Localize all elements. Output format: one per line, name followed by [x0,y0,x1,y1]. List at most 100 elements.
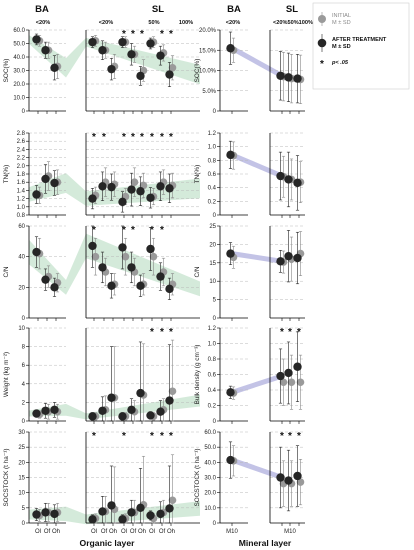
significance-star: * [140,132,144,143]
x-tick-label: Of [159,529,166,535]
point-initial [296,378,305,387]
y-tick-label: 2 [22,400,26,406]
point-after [118,515,127,524]
significance-star: * [280,327,284,338]
subheader-right-ba: <20% [226,20,240,26]
y-tick-label: 8 [22,345,26,351]
x-tick-label: Oh [52,529,60,535]
point-after [32,35,41,44]
y-tick-label: 40 [18,255,25,261]
y-tick-label: 1.0 [208,342,217,348]
point-after [98,263,107,272]
header-ba-right: BA [227,4,241,15]
point-after [88,241,97,251]
significance-star: * [169,431,173,442]
trend-band-0 [29,35,200,85]
point-after [98,507,107,516]
point-after [107,182,116,192]
point-after [41,275,50,284]
point-after [293,178,302,188]
y-tick-label: 0 [22,419,26,425]
y-tick-label: 25 [18,445,25,451]
point-initial [91,252,100,261]
y-axis-label: Bulk density (g cm⁻³) [194,345,201,405]
point-after [284,251,293,261]
y-tick-label: 0.6 [208,373,217,379]
header-ba-left: BA [35,4,49,15]
significance-star: * [150,431,154,442]
point-after [146,411,155,420]
point-initial [168,496,177,505]
significance-star: * [122,29,126,40]
significance-star: * [92,225,96,236]
point-after [41,508,50,517]
x-tick-label: M10 [226,529,238,535]
legend-after-sub: M ± SD [332,44,351,50]
y-tick-label: 60 [18,224,25,230]
y-tick-label: 0 [213,109,217,115]
trend-band-2 [29,233,200,297]
point-after [127,50,136,59]
point-after [276,171,285,181]
point-after [107,64,116,74]
point-after [146,193,155,202]
y-tick-label: 40.0 [13,55,25,61]
subheader-left-ba: <20% [36,20,50,26]
y-axis-label: TN(%) [194,165,201,183]
point-after [88,194,97,203]
point-after [98,406,107,415]
point-after [107,281,116,290]
significance-star: * [169,132,173,143]
point-after [50,509,59,519]
point-after [41,174,50,184]
y-tick-label: 0 [22,109,26,115]
significance-star: * [280,431,284,442]
y-tick-label: 10 [18,326,25,332]
point-after [276,473,285,482]
point-initial [149,252,158,261]
x-tick-label: Oh [109,529,117,535]
y-tick-label: 10.0 [204,506,216,512]
y-tick-label: 1.0 [17,205,26,211]
point-after [32,409,41,418]
point-after [156,51,165,60]
y-tick-label: 60.0 [204,430,216,436]
y-tick-label: 1.0 [208,145,217,151]
legend-initial-marker [318,15,326,23]
point-after [293,471,302,481]
point-after [32,190,41,199]
significance-star: * [102,132,106,143]
y-tick-label: 50.0 [204,445,216,451]
point-after [226,388,235,397]
point-after [118,37,127,47]
header-sl-right: SL [286,4,298,15]
y-tick-label: 0 [213,521,217,527]
trend-bands [29,35,285,525]
point-after [41,406,50,415]
trend-line-2 [229,251,285,264]
point-after [276,371,285,381]
y-tick-label: 0 [213,213,217,219]
y-tick-label: 2.4 [17,147,26,153]
point-after [226,44,235,53]
panel-frames: 0 10.0 20.0 30.0 40.0 50.0 60.0 SOC(%) 0.8 1.0 1.2… [3,28,305,535]
y-tick-label: 0.8 [208,158,217,164]
footer-mineral-layer: Mineral layer [239,538,292,548]
trend-band-3 [29,394,200,420]
significance-star: * [92,132,96,143]
significance-star: * [150,327,154,338]
significance-star: * [122,132,126,143]
trend-line-1 [229,152,285,179]
point-after [146,39,155,48]
y-tick-label: 1.2 [17,197,26,203]
point-after [293,253,302,263]
point-after [118,243,127,252]
point-after [118,197,127,207]
point-initial [130,178,139,186]
y-tick-label: 0 [22,316,26,322]
y-tick-label: 5 [213,298,217,304]
significance-star: * [150,225,154,236]
point-after [32,510,41,519]
significance-star: * [160,431,164,442]
point-after [293,362,302,371]
